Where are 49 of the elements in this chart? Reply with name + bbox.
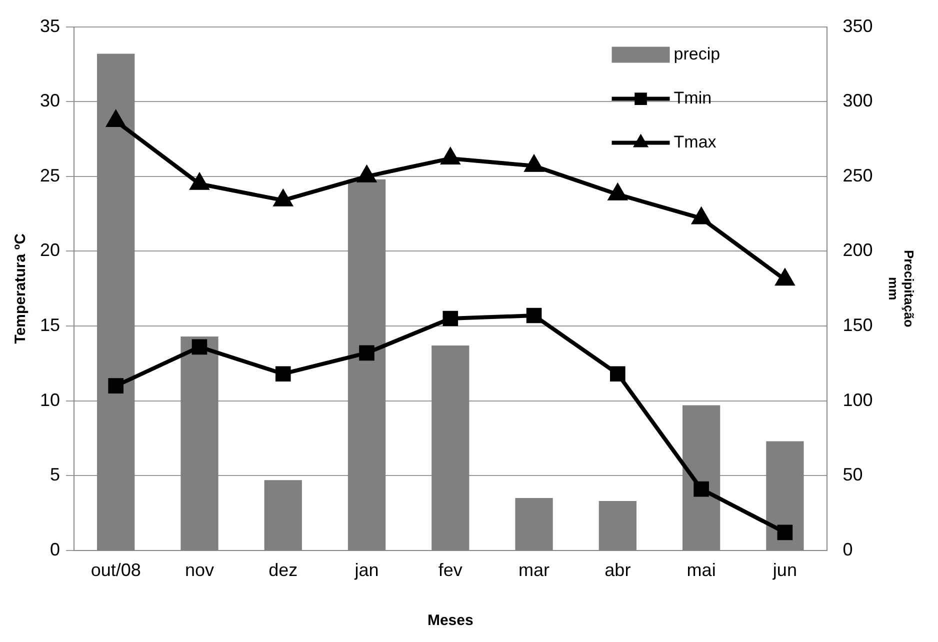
point — [608, 184, 627, 200]
point — [359, 345, 374, 361]
y2-tick-label: 200 — [842, 240, 873, 260]
point — [694, 481, 709, 497]
y2-tick-label: 0 — [842, 539, 853, 560]
point — [442, 310, 458, 326]
x-tick-label: mar — [518, 560, 550, 580]
x-tick-label: jun — [772, 560, 797, 580]
point — [441, 148, 460, 164]
y2-tick-label: 250 — [842, 165, 873, 186]
point — [777, 524, 793, 540]
x-tick-label: mai — [686, 560, 716, 580]
point — [526, 308, 542, 324]
y2-tick-label: 150 — [842, 314, 873, 335]
y2-tick-label: 350 — [842, 16, 873, 36]
y-tick-label: 35 — [40, 16, 60, 36]
point — [692, 208, 710, 224]
y2-tick-label: 100 — [842, 390, 873, 410]
legend-label: Tmax — [674, 132, 717, 152]
x-tick-label: dez — [268, 560, 298, 580]
y-axis-title: Temperatura ºC — [12, 233, 30, 344]
point — [776, 270, 794, 286]
point — [358, 166, 376, 182]
point — [108, 378, 124, 394]
y-tick-label: 20 — [40, 240, 60, 260]
x-tick-label: fev — [438, 560, 462, 580]
point — [525, 156, 543, 172]
y2-tick-label: 50 — [842, 464, 863, 485]
y-tick-label: 5 — [50, 464, 60, 485]
x-tick-label: abr — [604, 560, 631, 580]
y2-axis-title: Precipitação mm — [886, 250, 917, 328]
point — [190, 174, 208, 190]
x-axis-title: Meses — [427, 612, 474, 630]
legend-label: precip — [674, 44, 720, 64]
y-tick-label: 25 — [40, 165, 60, 186]
y2-tick-label: 300 — [842, 90, 873, 111]
y-tick-label: 30 — [40, 90, 60, 111]
x-tick-label: nov — [184, 560, 214, 580]
point — [610, 366, 626, 382]
point — [192, 339, 208, 355]
point — [274, 190, 292, 206]
x-tick-label: jan — [354, 560, 379, 580]
legend-label: Tmin — [674, 88, 712, 108]
point — [275, 366, 291, 382]
y-tick-label: 0 — [50, 539, 60, 560]
y-tick-label: 10 — [40, 390, 60, 410]
point — [106, 111, 125, 128]
y-tick-label: 15 — [40, 314, 60, 335]
x-tick-label: out/08 — [90, 560, 141, 580]
